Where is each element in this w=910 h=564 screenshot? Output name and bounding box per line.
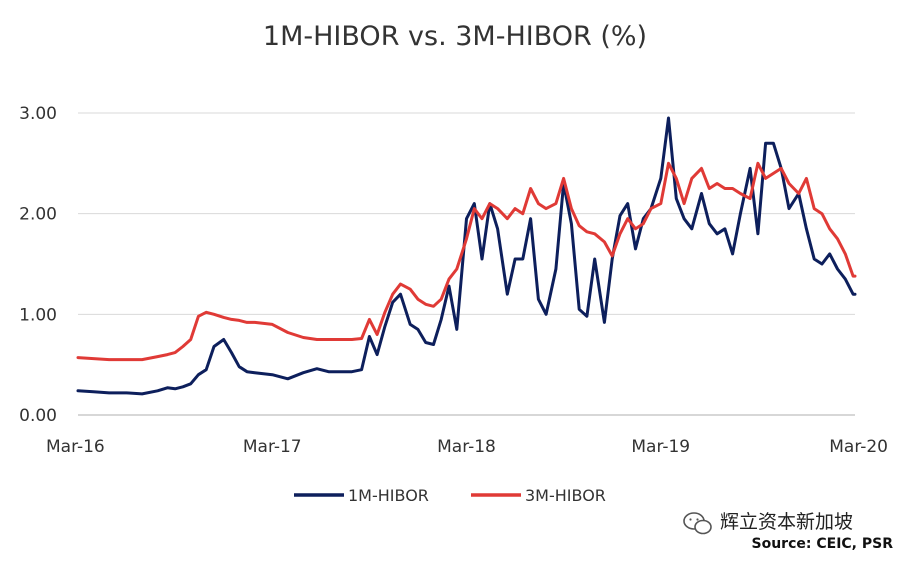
x-tick-label: Mar-18 — [437, 437, 496, 457]
x-tick-label: Mar-16 — [46, 437, 105, 457]
series-line-two — [76, 161, 857, 362]
grid-lines — [78, 112, 855, 315]
wechat-icon — [683, 512, 712, 535]
legend: 1M-HIBOR 3M-HIBOR — [294, 486, 606, 505]
legend-item: 3M-HIBOR — [471, 486, 606, 505]
x-tick-label: Mar-20 — [829, 437, 888, 457]
y-tick-label: 3.00 — [19, 104, 57, 124]
y-tick-label: 0.00 — [19, 406, 57, 426]
legend-label: 1M-HIBOR — [348, 486, 429, 505]
y-tick-label: 2.00 — [19, 205, 57, 225]
x-tick-label: Mar-17 — [243, 437, 302, 457]
x-tick-label: Mar-19 — [631, 437, 690, 457]
source-note: Source: CEIC, PSR — [752, 536, 894, 552]
watermark-text: 辉立资本新加坡 — [720, 511, 853, 533]
axes: 0.00 1.00 2.00 3.00 Mar-16 Mar-17 Mar-18 Mar-19… — [19, 104, 888, 457]
series-line-one — [76, 116, 857, 396]
watermark: 辉立资本新加坡 — [683, 511, 853, 535]
legend-item: 1M-HIBOR — [294, 486, 429, 505]
series-lines — [76, 116, 857, 396]
legend-label: 3M-HIBOR — [525, 486, 606, 505]
chart-title: 1M-HIBOR vs. 3M-HIBOR (%) — [263, 21, 647, 52]
y-tick-label: 1.00 — [19, 305, 57, 325]
